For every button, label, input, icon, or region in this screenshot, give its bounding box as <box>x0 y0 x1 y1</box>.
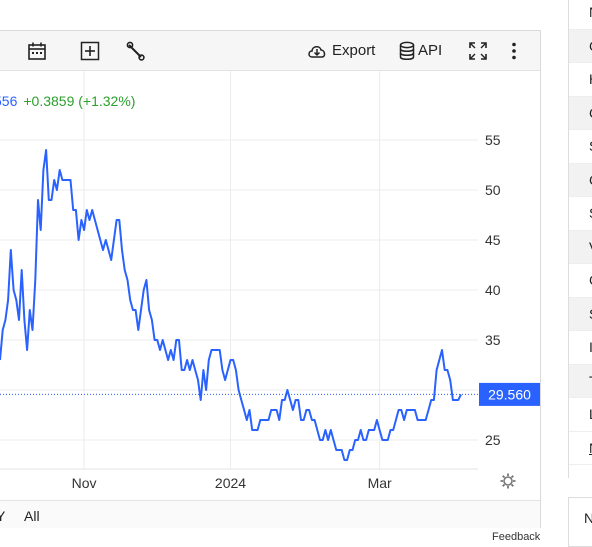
settings-icon[interactable] <box>500 473 516 489</box>
last-price-tag-bg <box>479 382 540 406</box>
wrench-icon[interactable] <box>125 40 147 62</box>
side-row-label: H <box>569 63 592 97</box>
side-box: N <box>568 497 592 547</box>
add-indicator-icon[interactable] <box>79 40 101 62</box>
side-row-label: I <box>569 331 592 365</box>
price-chart[interactable]: 25 35 40 45 50 55 Nov 2024 Mar 29.560 <box>0 71 540 500</box>
side-row-label: C <box>569 163 592 197</box>
side-row-label: S <box>569 197 592 231</box>
range-1y-button[interactable]: Y <box>0 508 6 524</box>
chart-toolbar: Export API <box>0 31 540 71</box>
range-all-button[interactable]: All <box>24 508 40 524</box>
side-row-label: N <box>569 0 592 30</box>
x-tick-label: Nov <box>72 475 97 491</box>
chart-grid <box>0 71 478 470</box>
x-tick-label: 2024 <box>215 475 246 491</box>
chart-series <box>0 149 462 461</box>
calendar-icon[interactable] <box>26 40 48 62</box>
side-row-label: S <box>569 297 592 331</box>
side-row-label: S <box>569 130 592 164</box>
export-button[interactable]: Export <box>332 42 376 59</box>
api-button[interactable]: API <box>418 42 443 59</box>
y-axis: 25 35 40 45 50 55 <box>485 132 501 448</box>
side-row-label: L <box>569 398 592 432</box>
side-row-label: T <box>569 364 592 398</box>
y-tick-label: 35 <box>485 332 501 348</box>
feedback-link[interactable]: Feedback <box>492 531 541 543</box>
x-tick-label: Mar <box>368 475 392 491</box>
side-row-label: C <box>569 264 592 298</box>
chart-panel: Export API 25 35 40 45 50 55 Nov 2024 Mar 29.56… <box>0 30 541 528</box>
more-options-icon[interactable] <box>503 40 525 62</box>
side-row-label: V <box>569 230 592 264</box>
side-row-label[interactable]: N <box>569 432 592 465</box>
price-line <box>0 149 462 461</box>
range-selector: Y All <box>0 500 540 528</box>
cloud-download-icon[interactable] <box>306 40 328 62</box>
y-tick-label: 45 <box>485 232 501 248</box>
fullscreen-icon[interactable] <box>467 40 489 62</box>
side-data-table: NCHCSCSVCSITLN <box>568 0 592 478</box>
last-price-tag-label: 29.560 <box>488 386 531 402</box>
price-summary: 556 +0.3859 (+1.32%) <box>0 93 135 109</box>
x-axis: Nov 2024 Mar <box>72 475 392 491</box>
database-icon[interactable] <box>396 40 418 62</box>
y-tick-label: 55 <box>485 132 501 148</box>
price-change: +0.3859 (+1.32%) <box>23 93 136 109</box>
side-box-label: N <box>584 510 592 526</box>
side-row-label: C <box>569 29 592 63</box>
last-price-partial: 556 <box>0 93 18 109</box>
y-tick-label: 50 <box>485 182 501 198</box>
side-row-label: C <box>569 96 592 130</box>
last-price-tag: 29.560 <box>479 382 540 406</box>
y-tick-label: 25 <box>485 432 501 448</box>
y-tick-label: 40 <box>485 282 501 298</box>
